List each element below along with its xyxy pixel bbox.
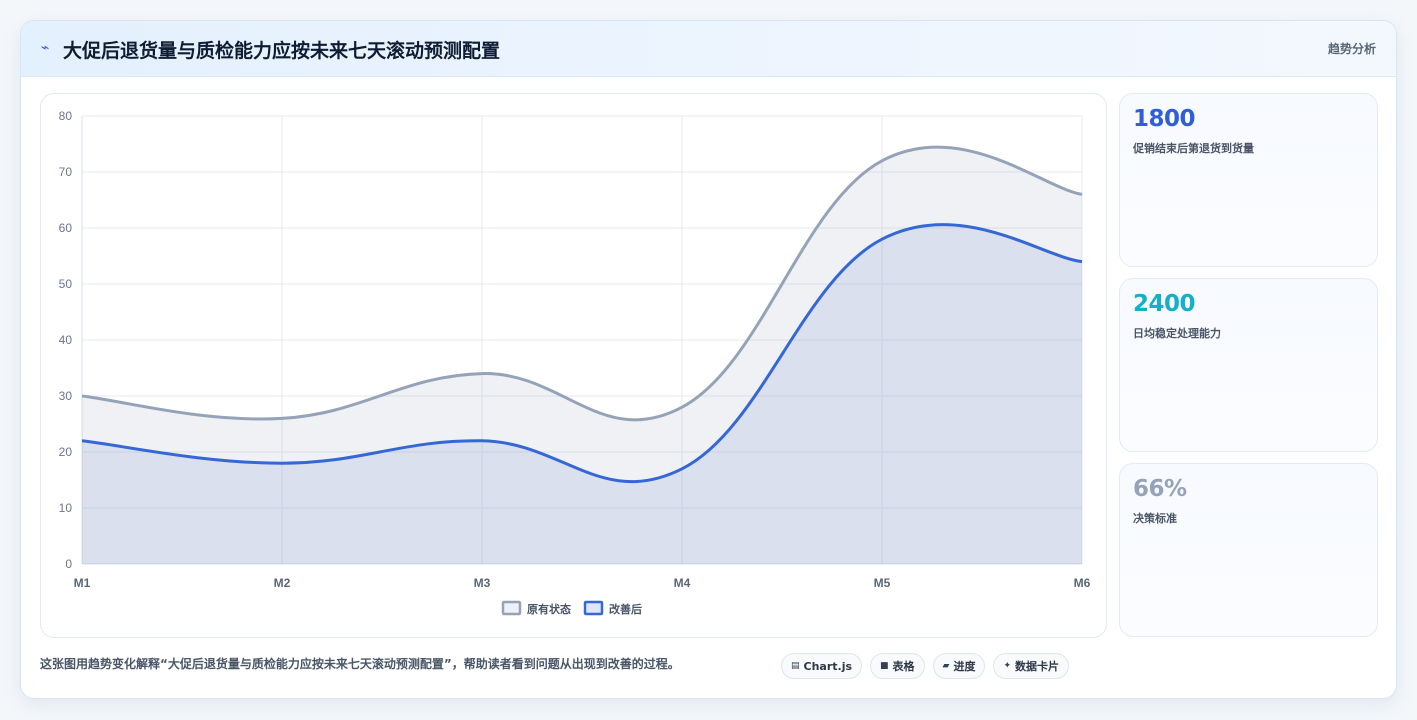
stat-label: 日均稳定处理能力 [1133, 327, 1221, 340]
data-card-icon: ✦ [1003, 661, 1012, 671]
stat-value: 2400 [1133, 291, 1196, 317]
feature-chips: ▤ Chart.js ■ 表格 ▰ 进度 ✦ 数据卡片 [781, 653, 1070, 679]
x-tick-label: M1 [74, 576, 91, 590]
stat-label: 决策标准 [1133, 512, 1177, 525]
card-header: ⌁ 大促后退货量与质检能力应按未来七天滚动预测配置 趋势分析 [21, 21, 1396, 77]
chart-description: 这张图用趋势变化解释“大促后退货量与质检能力应按未来七天滚动预测配置”，帮助读者… [40, 657, 680, 671]
x-tick-label: M2 [274, 576, 291, 590]
stat-value: 66% [1133, 476, 1187, 502]
series-area [82, 224, 1082, 565]
area-chart: 0 10 20 30 40 50 60 70 80 M1 M2 M3 M4 M5 M6 原有状态 改善后 [59, 109, 1091, 616]
legend-swatch [501, 600, 522, 616]
trend-line-icon: ⌁ [41, 40, 50, 56]
report-card: ⌁ 大促后退货量与质检能力应按未来七天滚动预测配置 趋势分析 0 10 20 30 40… [20, 20, 1397, 699]
y-tick-label: 20 [59, 445, 73, 459]
chip-progress[interactable]: ▰ 进度 [932, 653, 986, 679]
chip-table[interactable]: ■ 表格 [870, 653, 925, 679]
chip-chartjs[interactable]: ▤ Chart.js [781, 653, 863, 679]
stat-card-decision-standard: 66% 决策标准 [1119, 463, 1378, 637]
legend-label: 原有状态 [527, 602, 571, 616]
y-tick-label: 0 [65, 557, 72, 571]
series-line [81, 145, 1083, 422]
y-tick-label: 50 [59, 277, 73, 291]
legend-label: 改善后 [609, 602, 642, 616]
chart-panel: 0 10 20 30 40 50 60 70 80 M1 M2 M3 M4 M5 M6 原有状态 改善后 [40, 93, 1107, 638]
y-tick-label: 40 [59, 333, 73, 347]
chip-label: Chart.js [803, 659, 853, 673]
stat-card-return-volume: 1800 促销结束后第退货到货量 [1119, 93, 1378, 267]
table-icon: ■ [880, 661, 889, 671]
stat-label: 促销结束后第退货到货量 [1133, 142, 1254, 155]
y-tick-label: 10 [59, 501, 73, 515]
chip-label: 表格 [892, 660, 915, 673]
chip-data-card[interactable]: ✦ 数据卡片 [993, 653, 1070, 679]
series-line [81, 223, 1083, 484]
progress-icon: ▰ [942, 661, 950, 671]
stat-card-capacity: 2400 日均稳定处理能力 [1119, 278, 1378, 452]
x-tick-label: M3 [474, 576, 491, 590]
y-tick-label: 70 [59, 165, 73, 179]
y-tick-label: 80 [59, 109, 73, 123]
x-tick-label: M6 [1074, 576, 1091, 590]
x-tick-label: M5 [874, 576, 891, 590]
trend-analysis-link[interactable]: 趋势分析 [1327, 42, 1376, 56]
chart-icon: ▤ [791, 661, 800, 671]
stat-value: 1800 [1133, 106, 1196, 132]
y-tick-label: 60 [59, 221, 73, 235]
chip-label: 数据卡片 [1015, 660, 1060, 673]
x-tick-label: M4 [674, 576, 691, 590]
page-title: 大促后退货量与质检能力应按未来七天滚动预测配置 [63, 40, 501, 62]
chip-label: 进度 [953, 660, 976, 673]
y-tick-label: 30 [59, 389, 73, 403]
legend-swatch [583, 600, 604, 616]
